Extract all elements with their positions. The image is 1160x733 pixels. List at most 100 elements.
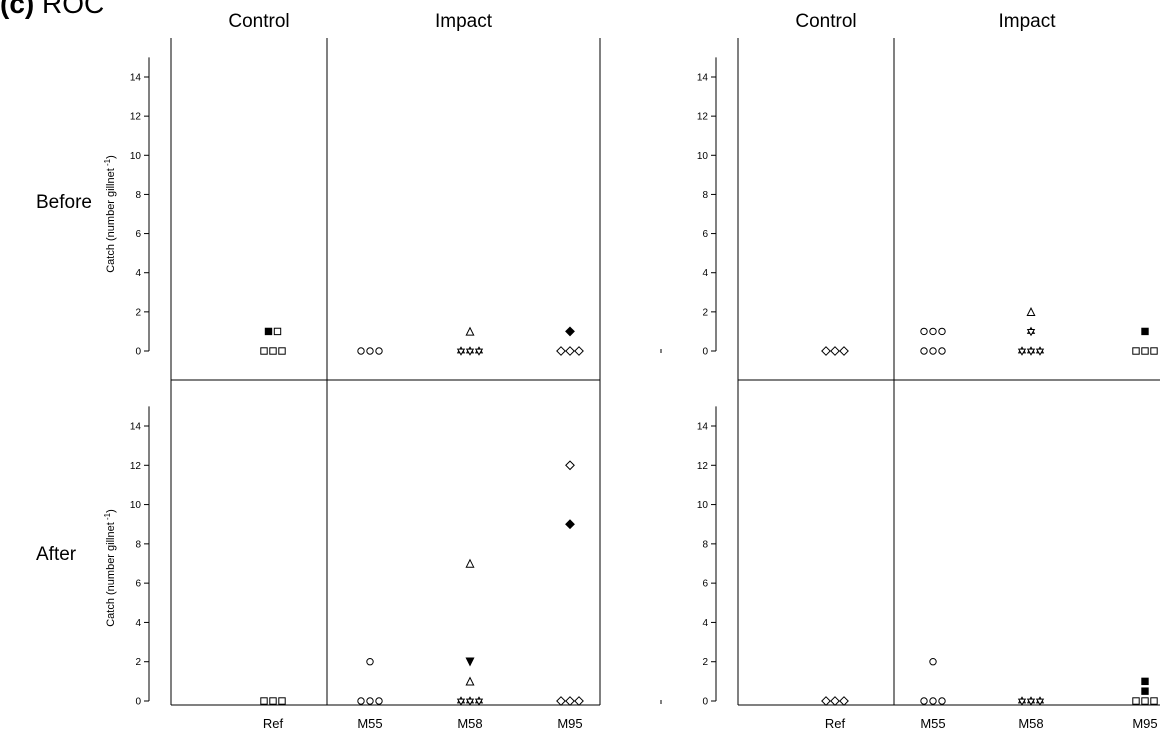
data-point-right-after-ref-diamond-open-0-1	[830, 696, 840, 706]
y-tick-label-right-before-8: 8	[702, 190, 708, 201]
data-point-left-after-ref-square-open-0-2	[278, 697, 286, 705]
y-tick-label-right-before-6: 6	[702, 229, 708, 240]
panel-label: (c)	[0, 0, 35, 19]
data-point-left-before-ref-square-filled-1-0	[264, 327, 273, 336]
data-point-right-after-m95-square-open-0-2	[1150, 697, 1158, 705]
y-tick-label-left-before-14: 14	[130, 73, 142, 84]
data-point-right-before-m58-star-open-0-2-b	[1035, 348, 1045, 356]
data-point-left-after-m58-triangle-open-7-0	[465, 558, 475, 568]
y-tick-label-right-before-10: 10	[697, 151, 709, 162]
data-point-left-before-m55-circle-open-0-1	[366, 347, 374, 355]
data-point-right-after-m95-square-filled-0_5-0	[1141, 687, 1149, 695]
y-tick-label-left-after-12: 12	[130, 461, 142, 472]
data-point-left-before-m58-triangle-open-1-0	[465, 326, 475, 336]
data-point-left-before-ref-square-open-0-1	[269, 347, 277, 355]
y-tick-label-right-after-14: 14	[697, 422, 709, 433]
y-tick-label-left-after-10: 10	[130, 500, 142, 511]
y-tick-label-left-after-2: 2	[135, 657, 141, 668]
y-tick-label-left-before-4: 4	[135, 268, 141, 279]
row-label-before: Before	[36, 192, 92, 213]
data-point-right-after-m58-star-open-0-0-b	[1017, 698, 1027, 706]
data-point-right-before-m95-square-open-0-0	[1132, 347, 1140, 355]
y-tick-label-right-after-4: 4	[702, 618, 708, 629]
y-tick-label-right-after-0: 0	[702, 697, 708, 708]
y-tick-label-left-after-14: 14	[130, 422, 142, 433]
group-label-control-right: Control	[795, 11, 856, 32]
data-point-right-before-ref-diamond-open-0-2	[839, 346, 849, 356]
data-point-left-after-m58-star-open-0-2-b	[474, 698, 484, 706]
data-point-right-before-m55-circle-open-1-1	[929, 327, 937, 336]
data-point-right-after-ref-diamond-open-0-2	[839, 696, 849, 706]
y-tick-label-left-after-8: 8	[135, 539, 141, 550]
data-point-right-after-m55-circle-open-0-2	[938, 697, 946, 705]
data-point-left-before-m95-diamond-open-0-2	[574, 346, 584, 356]
data-point-left-before-m58-star-open-0-1-b	[465, 348, 475, 356]
data-point-left-after-m95-diamond-open-0-2	[574, 696, 584, 706]
data-point-right-before-m95-square-open-0-2	[1150, 347, 1158, 355]
data-point-left-after-m55-circle-open-0-2	[375, 697, 383, 705]
y-tick-label-left-before-2: 2	[135, 307, 141, 318]
data-point-left-before-m58-star-open-0-2-b	[474, 348, 484, 356]
y-tick-label-right-after-2: 2	[702, 657, 708, 668]
data-point-right-after-m95-square-open-0-1	[1141, 697, 1149, 705]
data-point-left-before-ref-square-open-0-0	[260, 347, 268, 355]
panel-title: (c) ROC	[0, 0, 104, 20]
data-point-right-before-m58-star-open-0-1-b	[1026, 348, 1036, 356]
data-point-left-after-m58-triangle-down-filled-2-0	[465, 657, 475, 667]
data-point-right-before-m55-circle-open-0-1	[929, 347, 937, 355]
data-point-left-after-m58-star-open-0-1-b	[465, 698, 475, 706]
data-point-right-before-m95-square-filled-1-0	[1141, 327, 1149, 336]
data-point-left-after-m55-circle-open-0-0	[357, 697, 365, 705]
y-tick-label-left-after-6: 6	[135, 579, 141, 590]
data-point-left-after-m55-circle-open-0-1	[366, 697, 374, 705]
data-point-left-before-m95-diamond-open-0-1	[565, 346, 575, 356]
y-tick-label-right-before-14: 14	[697, 73, 709, 84]
x-tick-label-m95-left: M95	[557, 716, 582, 731]
data-point-right-before-m55-circle-open-0-0	[920, 347, 928, 355]
y-axis-title-after: Catch (number gillnet -1)	[103, 509, 117, 627]
data-point-right-after-m95-square-open-0-0	[1132, 697, 1140, 705]
data-point-right-before-m55-circle-open-1-2	[938, 327, 946, 336]
data-point-left-before-ref-square-open-0-2	[278, 347, 286, 355]
data-point-left-after-m55-circle-open-2-0	[366, 658, 374, 666]
y-tick-label-right-after-10: 10	[697, 500, 709, 511]
y-tick-label-right-before-4: 4	[702, 268, 708, 279]
data-point-right-after-m55-circle-open-0-1	[929, 697, 937, 705]
data-point-left-before-m58-star-open-0-0-b	[456, 348, 466, 356]
y-tick-label-right-after-8: 8	[702, 539, 708, 550]
data-point-right-before-ref-diamond-open-0-0	[821, 346, 831, 356]
data-point-left-after-m58-triangle-open-1-0	[465, 676, 475, 686]
data-point-left-after-m95-diamond-open-12-0	[565, 460, 575, 471]
data-point-left-before-m55-circle-open-0-0	[357, 347, 365, 355]
data-point-left-after-m95-diamond-open-0-0	[556, 696, 566, 706]
group-label-control-left: Control	[228, 11, 289, 32]
x-tick-label-m55-left: M55	[357, 716, 382, 731]
data-point-right-before-m55-circle-open-1-0	[920, 327, 928, 336]
data-point-right-after-m55-circle-open-0-0	[920, 697, 928, 705]
data-point-left-after-ref-square-open-0-1	[269, 697, 277, 705]
y-tick-label-right-before-2: 2	[702, 307, 708, 318]
data-point-right-after-ref-diamond-open-0-0	[821, 696, 831, 706]
group-label-impact-left: Impact	[435, 11, 493, 32]
y-tick-label-left-before-6: 6	[135, 229, 141, 240]
y-tick-label-right-after-6: 6	[702, 579, 708, 590]
x-tick-label-m55-right: M55	[920, 716, 945, 731]
y-axis-title-before: Catch (number gillnet -1)	[103, 155, 117, 273]
data-point-left-before-m95-diamond-open-0-0	[556, 346, 566, 356]
panel-title-text: ROC	[42, 0, 105, 19]
row-label-after: After	[36, 544, 77, 565]
x-tick-label-m95-right: M95	[1132, 716, 1157, 731]
y-tick-label-left-before-0: 0	[135, 347, 141, 358]
data-point-left-before-ref-square-open-1-1	[273, 327, 282, 336]
x-tick-label-m58-left: M58	[457, 716, 482, 731]
data-point-right-before-m58-star-open-0-0-b	[1017, 348, 1027, 356]
group-label-impact-right: Impact	[998, 11, 1056, 32]
y-tick-label-left-before-12: 12	[130, 112, 142, 123]
x-tick-label-ref-right: Ref	[825, 716, 846, 731]
data-point-left-after-m58-star-open-0-0-b	[456, 698, 466, 706]
x-tick-label-m58-right: M58	[1018, 716, 1043, 731]
y-tick-label-left-before-10: 10	[130, 151, 142, 162]
data-point-right-after-m95-square-filled-1-0	[1141, 677, 1149, 686]
x-tick-label-ref-left: Ref	[263, 716, 284, 731]
data-point-right-after-m58-star-open-0-2-b	[1035, 698, 1045, 706]
